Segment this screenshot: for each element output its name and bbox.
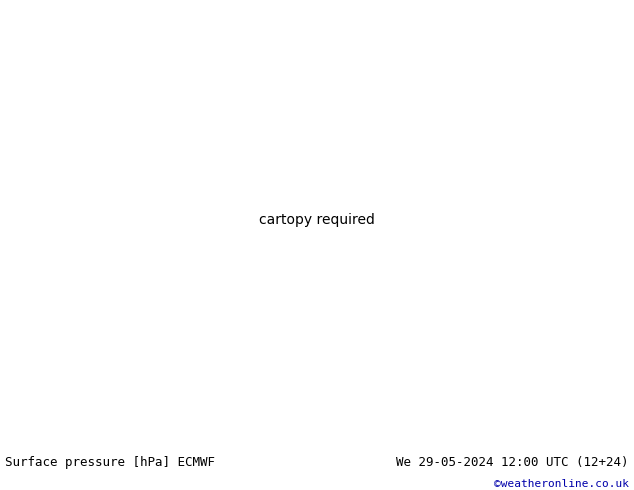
Text: Surface pressure [hPa] ECMWF: Surface pressure [hPa] ECMWF xyxy=(5,456,215,469)
Text: We 29-05-2024 12:00 UTC (12+24): We 29-05-2024 12:00 UTC (12+24) xyxy=(396,456,629,469)
Text: cartopy required: cartopy required xyxy=(259,213,375,227)
Text: ©weatheronline.co.uk: ©weatheronline.co.uk xyxy=(494,479,629,489)
